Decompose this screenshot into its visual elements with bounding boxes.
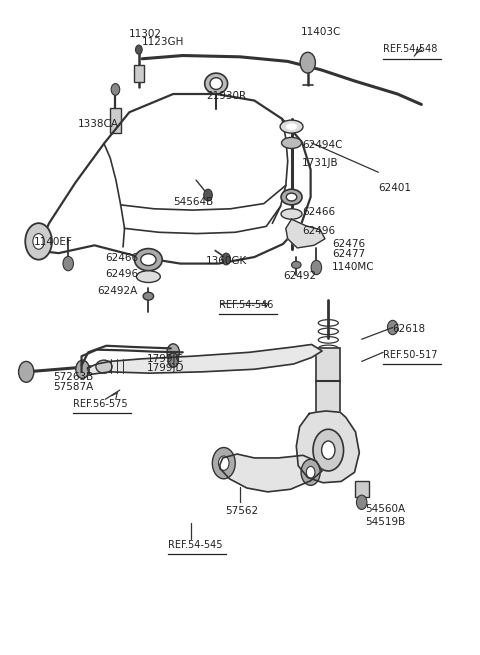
Text: 54564B: 54564B [173, 197, 214, 207]
Polygon shape [220, 454, 322, 492]
Bar [316, 348, 340, 413]
Circle shape [19, 362, 34, 383]
Text: REF.50-517: REF.50-517 [383, 350, 438, 360]
Text: 11302: 11302 [129, 29, 162, 39]
Text: 1799JC: 1799JC [147, 354, 184, 364]
Circle shape [212, 447, 235, 479]
Circle shape [311, 260, 322, 274]
Circle shape [313, 429, 344, 471]
Text: 11403C: 11403C [301, 28, 341, 37]
Circle shape [222, 253, 230, 265]
Circle shape [301, 459, 320, 485]
Ellipse shape [204, 73, 228, 94]
Text: 62618: 62618 [393, 324, 426, 333]
Ellipse shape [281, 138, 301, 149]
Text: 57263B: 57263B [53, 372, 93, 382]
Circle shape [25, 223, 52, 259]
Text: 1799JD: 1799JD [147, 364, 184, 373]
Text: 54519B: 54519B [365, 517, 405, 527]
Circle shape [322, 441, 335, 459]
Ellipse shape [136, 271, 160, 282]
Text: 1123GH: 1123GH [142, 37, 184, 47]
Text: 62466: 62466 [106, 253, 139, 263]
Ellipse shape [286, 124, 297, 130]
Text: 62496: 62496 [106, 269, 139, 279]
Ellipse shape [134, 249, 162, 271]
Bar [110, 108, 120, 133]
Circle shape [63, 256, 73, 271]
Circle shape [387, 320, 398, 335]
Ellipse shape [291, 261, 301, 269]
Bar [355, 481, 369, 497]
Text: 1140EF: 1140EF [34, 238, 72, 248]
Text: 54560A: 54560A [365, 504, 405, 514]
Polygon shape [296, 411, 360, 483]
Ellipse shape [96, 360, 112, 373]
Text: 62492A: 62492A [97, 286, 137, 297]
Circle shape [167, 344, 180, 361]
Ellipse shape [281, 189, 302, 205]
Text: 57562: 57562 [225, 506, 258, 516]
Circle shape [204, 189, 212, 201]
Ellipse shape [281, 209, 302, 219]
Text: REF.54-545: REF.54-545 [168, 540, 223, 550]
Text: 62496: 62496 [302, 226, 335, 236]
Polygon shape [87, 345, 322, 375]
Circle shape [357, 495, 367, 510]
Ellipse shape [286, 193, 297, 201]
Text: 62401: 62401 [378, 183, 411, 193]
Circle shape [135, 45, 142, 54]
Ellipse shape [280, 120, 303, 133]
Text: 62492: 62492 [283, 271, 316, 282]
Ellipse shape [210, 78, 222, 90]
Text: 57587A: 57587A [53, 382, 93, 392]
Circle shape [306, 466, 315, 478]
Circle shape [218, 456, 229, 470]
Text: 1140MC: 1140MC [332, 261, 374, 272]
Text: 62466: 62466 [302, 208, 335, 217]
Text: 21930R: 21930R [206, 92, 247, 102]
Text: 1731JB: 1731JB [302, 158, 339, 168]
Text: 1360GK: 1360GK [205, 255, 247, 266]
Text: REF.54-548: REF.54-548 [383, 45, 438, 54]
Circle shape [33, 234, 44, 250]
Text: 62494C: 62494C [302, 140, 343, 149]
Polygon shape [286, 219, 325, 248]
Ellipse shape [143, 292, 154, 300]
Text: 62477: 62477 [332, 250, 365, 259]
Text: 62476: 62476 [332, 239, 365, 249]
Circle shape [76, 360, 89, 379]
Bar [134, 66, 144, 83]
Circle shape [111, 84, 120, 96]
Circle shape [300, 52, 315, 73]
Text: REF.54-546: REF.54-546 [218, 300, 273, 310]
Ellipse shape [141, 253, 156, 265]
Text: REF.56-575: REF.56-575 [73, 399, 128, 409]
Text: 1338CA: 1338CA [78, 119, 119, 129]
Circle shape [168, 353, 179, 367]
